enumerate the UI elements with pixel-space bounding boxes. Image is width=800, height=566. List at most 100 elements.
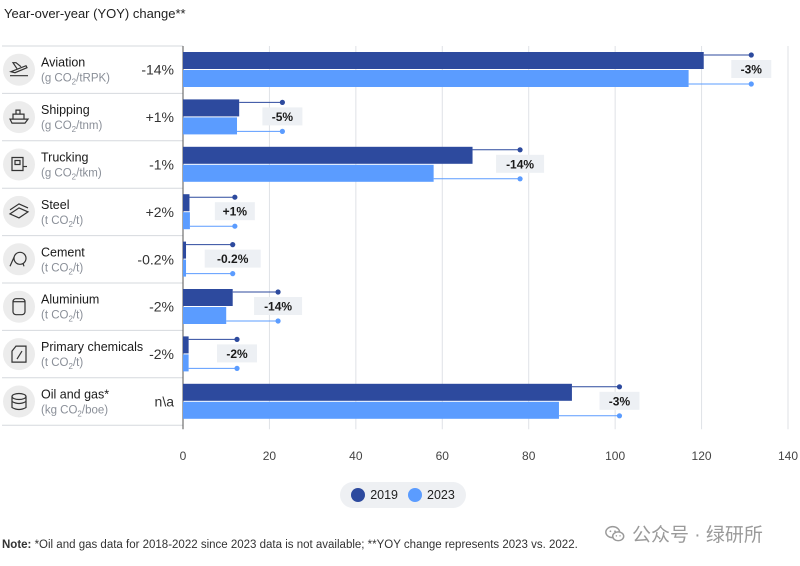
bar-2023 — [183, 164, 434, 182]
category-name: Shipping — [41, 103, 90, 117]
icon-background — [3, 243, 35, 276]
x-tick-label: 140 — [778, 449, 798, 463]
dot-label-background — [217, 344, 258, 363]
icon-background — [3, 101, 35, 134]
dot-2023 — [517, 176, 523, 182]
footnote-label: Note: — [2, 539, 32, 551]
dot-change-label: -3% — [741, 63, 763, 77]
dot-change-label: -2% — [226, 347, 248, 361]
bar-2023 — [183, 259, 187, 277]
watermark: 公众号 · 绿研所 — [604, 520, 763, 547]
bar-2023 — [183, 307, 227, 324]
dot-2022 — [232, 194, 238, 200]
icon-background — [3, 53, 35, 86]
bar-2023 — [183, 117, 238, 135]
yoy-change-label: +2% — [146, 204, 174, 220]
dot-label-background — [262, 107, 303, 126]
dot-change-label: -14% — [264, 300, 292, 314]
dot-label-background — [204, 249, 261, 268]
icon-stroke — [11, 345, 27, 363]
chart-legend: 2019 2023 — [340, 482, 466, 508]
icon-stroke — [9, 257, 25, 267]
category-unit: (t CO2/t) — [41, 357, 83, 371]
category-name: Cement — [41, 245, 85, 259]
unit-suffix: /t) — [73, 310, 83, 322]
icon-background — [3, 290, 35, 323]
bar-chart: Aviation(g CO2/tRPK)-14%Shipping(g CO2/t… — [2, 45, 798, 463]
dot-change-label: -14% — [506, 157, 534, 171]
icon-stroke — [11, 156, 24, 172]
bar-2019 — [183, 383, 572, 401]
dot-2023 — [230, 271, 236, 277]
watermark-text: 公众号 · 绿研所 — [632, 525, 763, 546]
icon-can — [12, 298, 26, 316]
x-tick-label: 20 — [263, 449, 277, 463]
unit-suffix: /tkm) — [76, 168, 102, 180]
dot-label-background — [599, 391, 640, 410]
unit-suffix: /boe) — [82, 405, 108, 417]
unit-subscript: 2 — [72, 173, 77, 182]
legend-label-2023: 2023 — [427, 488, 455, 502]
bar-2019 — [183, 194, 190, 212]
bar-2019 — [183, 289, 233, 306]
footnote: Note: *Oil and gas data for 2018-2022 si… — [2, 539, 578, 551]
dot-2022 — [279, 99, 285, 105]
icon-stroke — [9, 64, 28, 74]
category-unit: (kg CO2/boe) — [41, 405, 108, 419]
unit-suffix: /t) — [73, 215, 83, 227]
dot-2023 — [275, 318, 281, 324]
bar-2019 — [183, 241, 187, 259]
icon-stroke — [11, 62, 22, 70]
dot-label-background — [496, 154, 545, 173]
category-name: Aluminium — [41, 293, 99, 307]
category-name: Aviation — [41, 56, 85, 70]
wechat-icon — [605, 525, 625, 541]
icon-stroke — [16, 350, 23, 360]
category-unit: (g CO2/tkm) — [41, 168, 102, 182]
icon-background — [3, 338, 35, 371]
icon-stroke — [14, 159, 21, 166]
x-tick-label: 100 — [605, 449, 625, 463]
bar-2019 — [183, 99, 240, 117]
aluminium-icon — [3, 290, 35, 323]
dot-2023 — [232, 223, 238, 229]
dot-2022 — [517, 147, 523, 153]
airplane-icon — [3, 53, 35, 86]
dot-change-label: -5% — [272, 110, 294, 124]
steel-icon — [3, 195, 35, 228]
bar-2019 — [183, 146, 473, 164]
footnote-text: *Oil and gas data for 2018-2022 since 20… — [31, 539, 578, 551]
dot-label-background — [731, 60, 772, 78]
unit-prefix: (t CO — [41, 215, 69, 227]
icon-stroke — [9, 118, 30, 124]
dot-2022 — [230, 242, 236, 248]
yoy-change-label: -1% — [149, 157, 174, 173]
bar-2019 — [183, 52, 704, 69]
bar-2023 — [183, 354, 189, 372]
unit-prefix: (kg CO — [41, 405, 77, 417]
dot-change-label: +1% — [223, 205, 248, 219]
x-tick-label: 120 — [692, 449, 712, 463]
chart-title: Year-over-year (YOY) change** — [4, 6, 186, 21]
ship-icon — [3, 101, 35, 134]
category-name: Steel — [41, 198, 70, 212]
bar-2023 — [183, 401, 559, 419]
dot-2023 — [616, 413, 623, 419]
bar-2019 — [183, 336, 189, 354]
yoy-change-label: +1% — [146, 109, 174, 125]
icon-stroke — [15, 109, 21, 115]
dot-label-background — [214, 202, 255, 221]
legend-item-2019: 2019 — [351, 488, 398, 502]
icon-background — [3, 385, 35, 418]
dot-2022 — [748, 52, 754, 58]
dot-label-background — [254, 297, 303, 315]
unit-subscript: 2 — [77, 410, 82, 419]
unit-subscript: 2 — [68, 362, 73, 371]
unit-prefix: (t CO — [41, 310, 69, 322]
yoy-change-label: -0.2% — [137, 251, 174, 267]
unit-prefix: (g CO — [41, 73, 72, 85]
cement-icon — [3, 243, 35, 276]
unit-subscript: 2 — [68, 267, 73, 276]
category-unit: (g CO2/tRPK) — [41, 73, 110, 87]
icon-stroke — [8, 207, 30, 219]
